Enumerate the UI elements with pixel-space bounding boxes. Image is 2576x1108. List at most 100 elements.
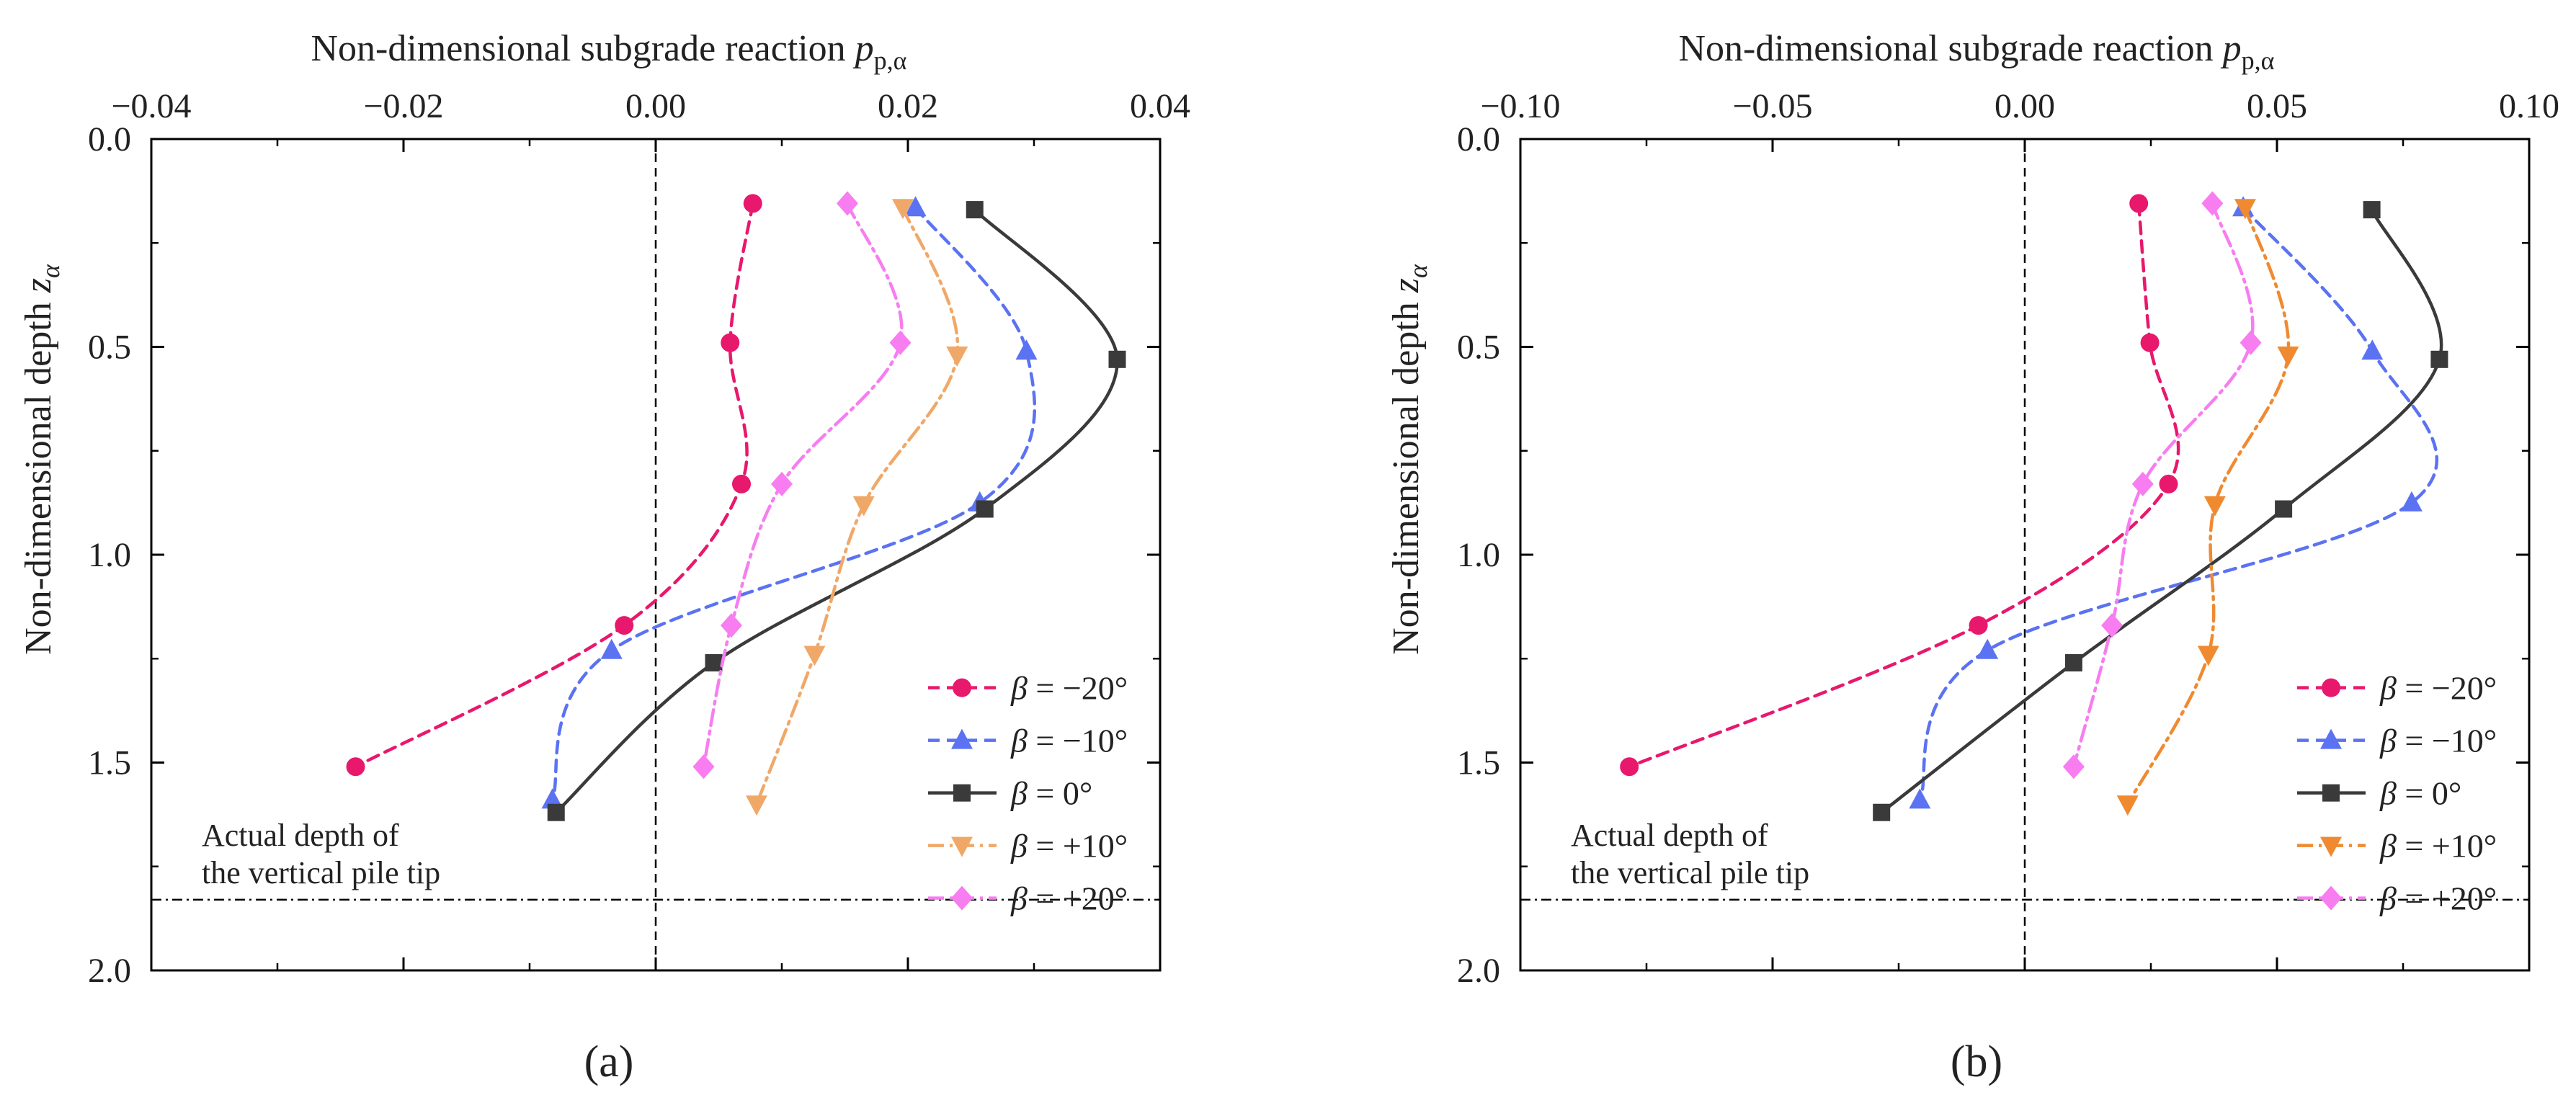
- data-point-diamond[interactable]: [837, 191, 858, 216]
- pile-tip-label: the vertical pile tip: [1571, 855, 1809, 890]
- x-axis-title: Non-dimensional subgrade reaction pp,α: [311, 28, 906, 75]
- data-point-triangle-up[interactable]: [951, 728, 973, 749]
- data-point-diamond[interactable]: [692, 754, 715, 779]
- data-point-diamond[interactable]: [2201, 191, 2224, 216]
- data-point-triangle-up[interactable]: [904, 196, 927, 217]
- data-point-triangle-down[interactable]: [2320, 836, 2342, 857]
- data-point-triangle-up[interactable]: [541, 788, 563, 809]
- x-tick-label: 0.05: [2247, 87, 2307, 125]
- data-point-triangle-down[interactable]: [2234, 199, 2256, 220]
- data-point-triangle-down[interactable]: [2197, 645, 2219, 666]
- y-tick-label: 1.0: [1457, 536, 1500, 574]
- data-point-circle[interactable]: [732, 474, 751, 493]
- legend-label: β = −20°: [1010, 670, 1128, 707]
- data-point-diamond[interactable]: [2320, 885, 2342, 911]
- data-point-circle[interactable]: [2129, 194, 2149, 213]
- series-line[interactable]: [1879, 207, 2443, 814]
- data-point-circle[interactable]: [615, 616, 634, 635]
- data-point-triangle-down[interactable]: [2277, 347, 2299, 367]
- legend-label: β = +10°: [1010, 828, 1128, 864]
- legend-label: β = −10°: [1010, 723, 1128, 759]
- y-tick-label: 1.5: [88, 744, 131, 782]
- data-point-diamond[interactable]: [2101, 613, 2123, 638]
- data-point-triangle-up[interactable]: [1909, 788, 1931, 809]
- legend-label: β = +10°: [2379, 828, 2497, 864]
- y-tick-label: 1.0: [88, 536, 131, 574]
- data-point-circle[interactable]: [346, 757, 365, 777]
- data-point-triangle-down[interactable]: [2116, 795, 2139, 816]
- series-line[interactable]: [1918, 205, 2439, 802]
- data-point-diamond[interactable]: [889, 330, 912, 355]
- legend-label: β = 0°: [1010, 775, 1092, 812]
- y-tick-label: 0.0: [1457, 120, 1500, 158]
- data-point-diamond[interactable]: [951, 885, 973, 911]
- panel-label: (b): [1951, 1037, 2002, 1086]
- data-point-circle[interactable]: [743, 194, 762, 213]
- data-point-triangle-down[interactable]: [946, 347, 968, 367]
- data-point-diamond[interactable]: [2239, 330, 2262, 355]
- data-point-square[interactable]: [1873, 803, 1891, 821]
- data-point-circle[interactable]: [721, 333, 740, 352]
- data-point-triangle-up[interactable]: [1976, 638, 1999, 659]
- legend-label: β = 0°: [2379, 775, 2461, 812]
- panel-a: Non-dimensional subgrade reaction pp,α N…: [18, 28, 1190, 1086]
- data-point-square[interactable]: [966, 201, 984, 219]
- data-point-square[interactable]: [705, 654, 723, 672]
- data-point-triangle-up[interactable]: [600, 638, 623, 659]
- data-point-square[interactable]: [2064, 654, 2082, 672]
- pile-tip-label: the vertical pile tip: [202, 855, 440, 890]
- series-line[interactable]: [754, 205, 960, 806]
- data-point-square[interactable]: [1108, 350, 1126, 368]
- x-tick-label: −0.10: [1480, 87, 1560, 125]
- data-point-diamond[interactable]: [2062, 754, 2085, 779]
- data-point-diamond[interactable]: [2131, 471, 2154, 496]
- data-point-square[interactable]: [2275, 500, 2293, 518]
- data-point-square[interactable]: [953, 784, 971, 802]
- y-tick-label: 2.0: [88, 952, 131, 990]
- data-point-triangle-up[interactable]: [1015, 339, 1038, 360]
- legend-label: β = −20°: [2379, 670, 2497, 707]
- series-line[interactable]: [354, 202, 754, 769]
- data-point-triangle-down[interactable]: [803, 645, 826, 666]
- x-tick-label: −0.04: [111, 87, 191, 125]
- data-point-triangle-down[interactable]: [2203, 496, 2226, 517]
- data-point-circle[interactable]: [2322, 678, 2340, 697]
- y-axis-title: Non-dimensional depth zα: [18, 264, 65, 655]
- data-point-square[interactable]: [976, 500, 994, 518]
- data-point-triangle-down[interactable]: [746, 795, 767, 816]
- series-line[interactable]: [2126, 205, 2291, 806]
- y-tick-label: 0.5: [88, 329, 131, 367]
- y-tick-label: 0.0: [88, 120, 131, 158]
- panel-b: Non-dimensional subgrade reaction pp,α N…: [1386, 28, 2559, 1086]
- data-point-triangle-up[interactable]: [2361, 339, 2384, 360]
- x-tick-label: −0.02: [363, 87, 443, 125]
- data-point-circle[interactable]: [953, 678, 971, 697]
- y-axis-title: Non-dimensional depth zα: [1386, 264, 1432, 655]
- data-point-triangle-down[interactable]: [951, 836, 973, 857]
- data-point-triangle-up[interactable]: [2320, 728, 2342, 749]
- data-point-circle[interactable]: [1969, 616, 1988, 635]
- legend-label: β = +20°: [1010, 880, 1128, 917]
- data-point-triangle-down[interactable]: [852, 496, 875, 517]
- y-tick-label: 2.0: [1457, 952, 1500, 990]
- x-axis-title: Non-dimensional subgrade reaction pp,α: [1678, 28, 2274, 75]
- data-point-circle[interactable]: [1620, 757, 1639, 777]
- data-point-square[interactable]: [2430, 350, 2448, 368]
- data-point-diamond[interactable]: [721, 613, 742, 638]
- data-point-diamond[interactable]: [771, 471, 793, 496]
- series-line[interactable]: [1627, 202, 2180, 769]
- data-point-circle[interactable]: [2159, 474, 2178, 493]
- data-point-circle[interactable]: [2140, 333, 2160, 352]
- y-tick-label: 0.5: [1457, 329, 1500, 367]
- data-point-square[interactable]: [2322, 784, 2340, 802]
- data-point-triangle-down[interactable]: [892, 199, 914, 220]
- x-tick-label: 0.10: [2499, 87, 2559, 125]
- data-point-square[interactable]: [2363, 201, 2381, 219]
- panel-label: (a): [584, 1037, 634, 1086]
- data-point-triangle-up[interactable]: [2400, 491, 2423, 511]
- x-tick-label: −0.05: [1732, 87, 1812, 125]
- series-line[interactable]: [551, 205, 1037, 802]
- data-point-square[interactable]: [547, 803, 565, 821]
- x-tick-label: 0.00: [625, 87, 686, 125]
